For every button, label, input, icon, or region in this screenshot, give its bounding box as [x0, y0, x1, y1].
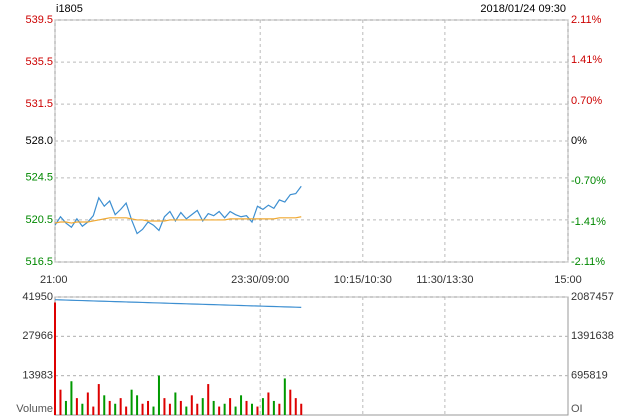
- y2-tick-label: -1.41%: [571, 216, 606, 228]
- volume-bar: [119, 398, 122, 415]
- volume-bar: [218, 406, 221, 415]
- volume-bar: [168, 403, 171, 415]
- y-tick-label: 539.5: [25, 14, 53, 26]
- chart-subtitle: 2018/01/24 09:30: [480, 3, 566, 15]
- y-tick-label: 524.5: [25, 172, 53, 184]
- y-tick-label: 535.5: [25, 56, 53, 68]
- volume-bar: [245, 400, 248, 415]
- volume-bar: [54, 302, 56, 415]
- volume-bar: [174, 392, 177, 415]
- y2-tick-label: 695819: [571, 370, 608, 382]
- volume-bar: [97, 384, 100, 415]
- volume-bar: [229, 398, 232, 415]
- volume-bar: [196, 403, 199, 415]
- y-tick-label: 531.5: [25, 98, 53, 110]
- volume-bar: [179, 400, 182, 415]
- volume-bar: [272, 400, 275, 415]
- y2-tick-label: 2.11%: [571, 14, 602, 26]
- y2-tick-label: -0.70%: [571, 175, 606, 187]
- volume-bar: [289, 389, 292, 415]
- x-tick-label: 23:30/09:00: [231, 274, 289, 286]
- plot-frame: [54, 19, 569, 263]
- volume-bar: [75, 398, 78, 415]
- volume-bar: [103, 395, 106, 415]
- y2-tick-label: 2087457: [571, 291, 614, 303]
- y-tick-label: 27966: [22, 330, 53, 342]
- volume-bar: [152, 406, 155, 415]
- volume-bar: [147, 400, 150, 415]
- volume-bar: [240, 395, 243, 415]
- volume-bar: [81, 403, 84, 415]
- volume-bar: [223, 403, 226, 415]
- x-tick-label: 15:00: [554, 274, 582, 286]
- volume-bar: [212, 400, 215, 415]
- volume-bar: [294, 398, 297, 415]
- volume-bar: [136, 395, 139, 415]
- volume-bar: [267, 392, 270, 415]
- volume-bar: [125, 406, 128, 415]
- volume-bar: [190, 395, 193, 415]
- chart-title: i1805: [56, 3, 83, 15]
- volume-bar: [283, 378, 286, 415]
- volume-bar: [141, 403, 144, 415]
- x-tick-label: 21:00: [40, 274, 68, 286]
- y2-tick-label: -2.11%: [571, 256, 605, 268]
- y-tick-label: 13983: [22, 370, 53, 382]
- volume-bar: [108, 400, 111, 415]
- volume-bar: [157, 375, 160, 415]
- volume-bar: [86, 392, 89, 415]
- y2-tick-label: 1391638: [571, 330, 614, 342]
- volume-bar: [207, 384, 210, 415]
- volume-bar: [278, 403, 281, 415]
- volume-bar: [70, 381, 73, 415]
- volume-bar: [300, 403, 303, 415]
- y2-tick-label: 0.70%: [571, 95, 602, 107]
- volume-bar: [163, 398, 166, 415]
- y-tick-label: 528.0: [25, 135, 53, 147]
- series-line: [54, 185, 302, 235]
- y2-axis-label: OI: [571, 403, 583, 415]
- y2-tick-label: 1.41%: [571, 54, 602, 66]
- y-tick-label: 520.5: [25, 214, 53, 226]
- volume-bar: [92, 406, 95, 415]
- y-axis-label: Volume: [16, 403, 53, 415]
- y2-tick-label: 0%: [571, 135, 587, 147]
- volume-bar: [59, 389, 62, 415]
- volume-bar: [130, 389, 133, 415]
- volume-bar: [201, 398, 204, 415]
- y-tick-label: 41950: [22, 291, 53, 303]
- series-line: [54, 216, 302, 224]
- x-tick-label: 11:30/13:30: [416, 274, 473, 286]
- volume-bar: [234, 406, 237, 415]
- volume-bar: [256, 406, 259, 415]
- oi-line: [54, 299, 302, 308]
- volume-bar: [185, 406, 188, 415]
- volume-bar: [64, 400, 67, 415]
- y-tick-label: 516.5: [25, 256, 53, 268]
- x-tick-label: 10:15/10:30: [334, 274, 392, 286]
- volume-bar: [250, 403, 253, 415]
- volume-bar: [114, 403, 117, 415]
- volume-bar: [261, 398, 264, 415]
